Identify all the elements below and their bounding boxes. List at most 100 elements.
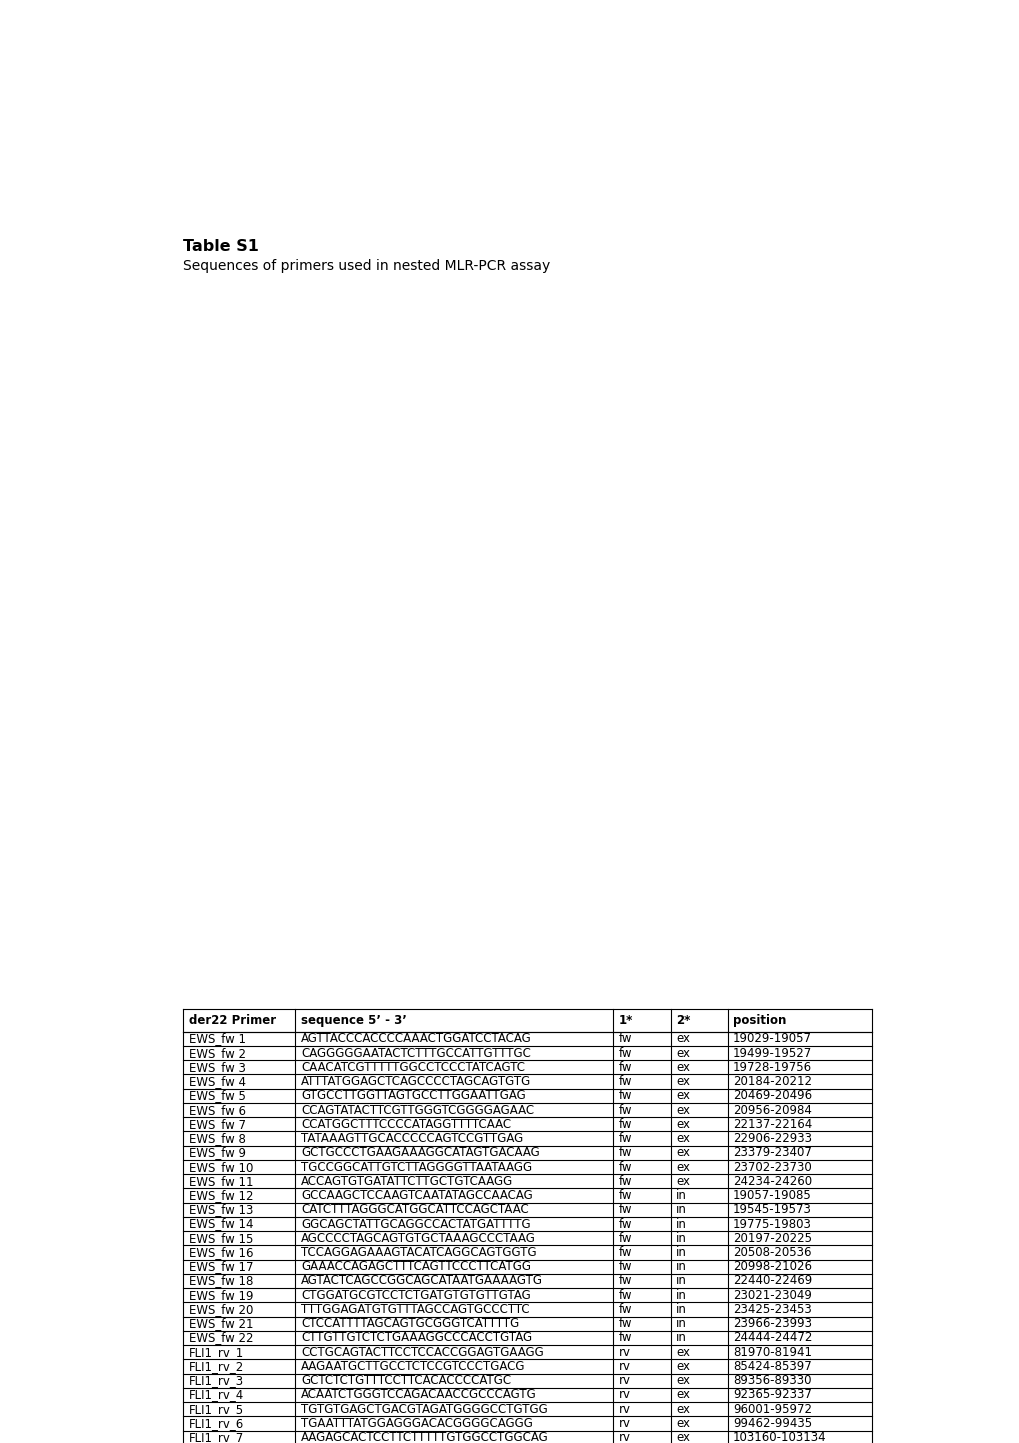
Text: fw: fw — [619, 1189, 632, 1202]
Text: FLI1_rv_5: FLI1_rv_5 — [189, 1403, 244, 1416]
Text: GCTCTCTGTTTCCTTCACACCCCATGC: GCTCTCTGTTTCCTTCACACCCCATGC — [301, 1374, 511, 1387]
Text: AGTTACCCACCCCAAACTGGATCCTACAG: AGTTACCCACCCCAAACTGGATCCTACAG — [301, 1032, 531, 1045]
Text: FLI1_rv_2: FLI1_rv_2 — [189, 1359, 244, 1372]
Text: CCAGTATACTTCGTTGGGTCGGGGAGAAC: CCAGTATACTTCGTTGGGTCGGGGAGAAC — [301, 1104, 534, 1117]
Text: AAGAATGCTTGCCTCTCCGTCCCTGACG: AAGAATGCTTGCCTCTCCGTCCCTGACG — [301, 1359, 525, 1372]
Text: in: in — [676, 1189, 686, 1202]
Text: 22906-22933: 22906-22933 — [733, 1133, 811, 1146]
Text: fw: fw — [619, 1061, 632, 1074]
Text: 22440-22469: 22440-22469 — [733, 1274, 811, 1287]
Text: in: in — [676, 1203, 686, 1216]
Text: 19499-19527: 19499-19527 — [733, 1046, 811, 1059]
Text: CATCTTTAGGGCATGGCATTCCAGCTAAC: CATCTTTAGGGCATGGCATTCCAGCTAAC — [301, 1203, 528, 1216]
Text: ex: ex — [676, 1417, 689, 1430]
Text: EWS_fw 19: EWS_fw 19 — [189, 1289, 253, 1302]
Text: in: in — [676, 1289, 686, 1302]
Text: in: in — [676, 1260, 686, 1273]
Text: CAGGGGGAATACTCTTTGCCATTGTTTGC: CAGGGGGAATACTCTTTGCCATTGTTTGC — [301, 1046, 530, 1059]
Text: fw: fw — [619, 1303, 632, 1316]
Text: fw: fw — [619, 1146, 632, 1159]
Text: CTCCATTTTAGCAGTGCGGGTCATTTTG: CTCCATTTTAGCAGTGCGGGTCATTTTG — [301, 1317, 519, 1330]
Text: 20998-21026: 20998-21026 — [733, 1260, 811, 1273]
Text: EWS_fw 14: EWS_fw 14 — [189, 1218, 253, 1231]
Text: 19057-19085: 19057-19085 — [733, 1189, 811, 1202]
Text: in: in — [676, 1245, 686, 1258]
Text: rv: rv — [619, 1417, 630, 1430]
Text: TGTGTGAGCTGACGTAGATGGGGCCTGTGG: TGTGTGAGCTGACGTAGATGGGGCCTGTGG — [301, 1403, 547, 1416]
Text: ex: ex — [676, 1175, 689, 1188]
Text: in: in — [676, 1332, 686, 1345]
Text: ex: ex — [676, 1075, 689, 1088]
Text: EWS_fw 5: EWS_fw 5 — [189, 1089, 246, 1102]
Text: EWS_fw 13: EWS_fw 13 — [189, 1203, 253, 1216]
Text: fw: fw — [619, 1232, 632, 1245]
Text: EWS_fw 6: EWS_fw 6 — [189, 1104, 246, 1117]
Text: 19545-19573: 19545-19573 — [733, 1203, 811, 1216]
Text: TTTGGAGATGTGTTTAGCCAGTGCCCTTC: TTTGGAGATGTGTTTAGCCAGTGCCCTTC — [301, 1303, 529, 1316]
Text: der22 Primer: der22 Primer — [189, 1013, 275, 1026]
Text: 99462-99435: 99462-99435 — [733, 1417, 811, 1430]
Text: fw: fw — [619, 1317, 632, 1330]
Text: ex: ex — [676, 1146, 689, 1159]
Text: in: in — [676, 1274, 686, 1287]
Text: EWS_fw 11: EWS_fw 11 — [189, 1175, 253, 1188]
Text: GGCAGCTATTGCAGGCCACTATGATTTTG: GGCAGCTATTGCAGGCCACTATGATTTTG — [301, 1218, 530, 1231]
Text: 23425-23453: 23425-23453 — [733, 1303, 811, 1316]
Text: 92365-92337: 92365-92337 — [733, 1388, 811, 1401]
Text: fw: fw — [619, 1089, 632, 1102]
Text: EWS_fw 17: EWS_fw 17 — [189, 1260, 253, 1273]
Text: AGCCCCTAGCAGTGTGCTAAAGCCCTAAG: AGCCCCTAGCAGTGTGCTAAAGCCCTAAG — [301, 1232, 535, 1245]
Text: 20469-20496: 20469-20496 — [733, 1089, 811, 1102]
Text: 19775-19803: 19775-19803 — [733, 1218, 811, 1231]
Text: ex: ex — [676, 1118, 689, 1131]
Text: EWS_fw 8: EWS_fw 8 — [189, 1133, 246, 1146]
Text: ex: ex — [676, 1133, 689, 1146]
Text: CCATGGCTTTCCCCATAGGTTTTCAAC: CCATGGCTTTCCCCATAGGTTTTCAAC — [301, 1118, 511, 1131]
Text: ex: ex — [676, 1089, 689, 1102]
Text: EWS_fw 20: EWS_fw 20 — [189, 1303, 253, 1316]
Text: position: position — [733, 1013, 786, 1026]
Text: EWS_fw 1: EWS_fw 1 — [189, 1032, 246, 1045]
Text: Table S1: Table S1 — [183, 238, 259, 254]
Text: 23966-23993: 23966-23993 — [733, 1317, 811, 1330]
Text: ex: ex — [676, 1403, 689, 1416]
Text: fw: fw — [619, 1032, 632, 1045]
Text: GCCAAGCTCCAAGTCAATATAGCCAACAG: GCCAAGCTCCAAGTCAATATAGCCAACAG — [301, 1189, 532, 1202]
Text: ex: ex — [676, 1061, 689, 1074]
Text: 24444-24472: 24444-24472 — [733, 1332, 812, 1345]
Text: FLI1_rv_7: FLI1_rv_7 — [189, 1431, 244, 1443]
Text: 22137-22164: 22137-22164 — [733, 1118, 811, 1131]
Text: ex: ex — [676, 1104, 689, 1117]
Text: ex: ex — [676, 1359, 689, 1372]
Text: FLI1_rv_6: FLI1_rv_6 — [189, 1417, 244, 1430]
Text: rv: rv — [619, 1359, 630, 1372]
Text: fw: fw — [619, 1274, 632, 1287]
Text: ex: ex — [676, 1374, 689, 1387]
Text: EWS_fw 7: EWS_fw 7 — [189, 1118, 246, 1131]
Text: TATAAAGTTGCACCCCCAGTCCGTTGAG: TATAAAGTTGCACCCCCAGTCCGTTGAG — [301, 1133, 523, 1146]
Text: fw: fw — [619, 1332, 632, 1345]
Text: CTTGTTGTCTCTGAAAGGCCCACCTGTAG: CTTGTTGTCTCTGAAAGGCCCACCTGTAG — [301, 1332, 532, 1345]
Text: FLI1_rv_4: FLI1_rv_4 — [189, 1388, 244, 1401]
Text: ATTTATGGAGCTCAGCCCCTAGCAGTGTG: ATTTATGGAGCTCAGCCCCTAGCAGTGTG — [301, 1075, 531, 1088]
Text: AAGAGCACTCCTTCTTTTTGTGGCCTGGCAG: AAGAGCACTCCTTCTTTTTGTGGCCTGGCAG — [301, 1431, 548, 1443]
Text: ex: ex — [676, 1431, 689, 1443]
Text: 24234-24260: 24234-24260 — [733, 1175, 811, 1188]
Text: 19728-19756: 19728-19756 — [733, 1061, 811, 1074]
Text: 23379-23407: 23379-23407 — [733, 1146, 811, 1159]
Text: EWS_fw 22: EWS_fw 22 — [189, 1332, 253, 1345]
Text: fw: fw — [619, 1118, 632, 1131]
Text: EWS_fw 21: EWS_fw 21 — [189, 1317, 253, 1330]
Text: 96001-95972: 96001-95972 — [733, 1403, 811, 1416]
Text: EWS_fw 18: EWS_fw 18 — [189, 1274, 253, 1287]
Text: AGTACTCAGCCGGCAGCATAATGAAAAGTG: AGTACTCAGCCGGCAGCATAATGAAAAGTG — [301, 1274, 542, 1287]
Text: in: in — [676, 1317, 686, 1330]
Text: TGCCGGCATTGTCTTAGGGGTTAATAAGG: TGCCGGCATTGTCTTAGGGGTTAATAAGG — [301, 1160, 532, 1173]
Text: GCTGCCCTGAAGAAAGGCATAGTGACAAG: GCTGCCCTGAAGAAAGGCATAGTGACAAG — [301, 1146, 539, 1159]
Text: ex: ex — [676, 1346, 689, 1359]
Text: fw: fw — [619, 1046, 632, 1059]
Text: FLI1_rv_1: FLI1_rv_1 — [189, 1346, 244, 1359]
Text: in: in — [676, 1232, 686, 1245]
Text: CCTGCAGTACTTCCTCCACCGGAGTGAAGG: CCTGCAGTACTTCCTCCACCGGAGTGAAGG — [301, 1346, 543, 1359]
Text: in: in — [676, 1303, 686, 1316]
